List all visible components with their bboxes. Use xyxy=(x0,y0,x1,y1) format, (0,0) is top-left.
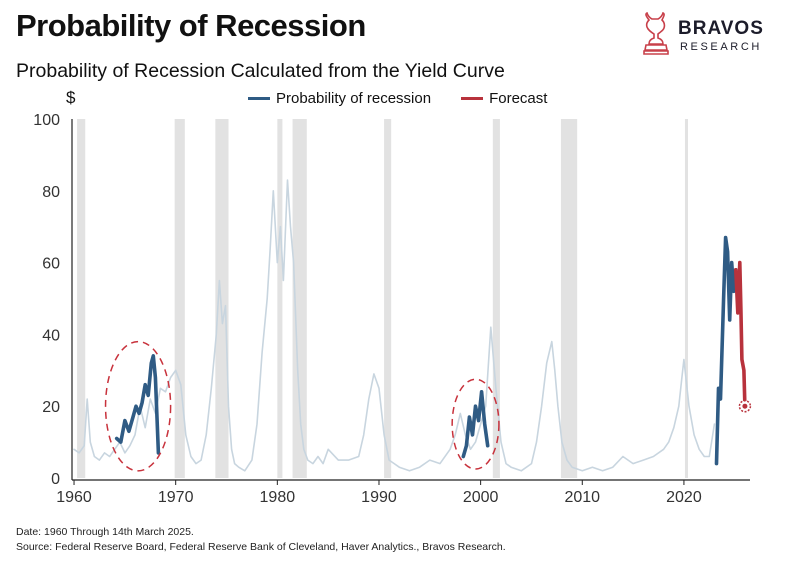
legend-item-forecast: Forecast xyxy=(461,90,547,107)
recession-band xyxy=(277,119,283,478)
x-tick-label: 2000 xyxy=(463,489,499,506)
logo-tagline: RESEARCH xyxy=(680,41,762,53)
recession-band xyxy=(174,119,185,478)
y-axis-unit: $ xyxy=(66,88,76,107)
legend-label-probability: Probability of recession xyxy=(276,90,432,107)
x-tick-label: 2010 xyxy=(564,489,600,506)
highlight-ellipse xyxy=(451,378,500,470)
y-tick-label: 20 xyxy=(42,399,60,416)
x-tick-label: 1990 xyxy=(361,489,397,506)
x-tick-label: 1970 xyxy=(158,489,194,506)
date-note: Date: 1960 Through 14th March 2025. xyxy=(16,526,194,538)
recession-probability-chart: 0 20 40 60 80 100 1960 1970 1980 1990 2000 2010 2020 xyxy=(33,112,752,506)
highlight-ellipse xyxy=(104,340,172,472)
recession-band xyxy=(384,119,392,478)
y-tick-label: 40 xyxy=(42,327,60,344)
bull-knight-icon xyxy=(643,12,669,55)
highlight-line xyxy=(714,235,738,466)
y-tick-label: 60 xyxy=(42,256,60,273)
highlight-line xyxy=(461,389,490,459)
page-title: Probability of Recession xyxy=(16,8,366,43)
x-tick-label: 1980 xyxy=(260,489,296,506)
recession-band xyxy=(292,119,307,478)
recession-band xyxy=(560,119,578,478)
recession-band xyxy=(215,119,229,478)
chart-legend: Probability of recession Forecast xyxy=(248,90,577,107)
source-note: Source: Federal Reserve Board, Federal R… xyxy=(16,541,506,553)
y-tick-label: 100 xyxy=(33,112,60,129)
chart-subtitle: Probability of Recession Calculated from… xyxy=(16,60,505,82)
forecast-end-dot xyxy=(742,403,748,409)
recession-band xyxy=(684,119,688,478)
y-tick-label: 80 xyxy=(42,184,60,201)
x-tick-label: 2020 xyxy=(666,489,702,506)
x-tick-label: 1960 xyxy=(56,489,92,506)
recession-band xyxy=(77,119,86,478)
brand-logo: BRAVOS RESEARCH xyxy=(640,12,780,60)
chart-footer: Date: 1960 Through 14th March 2025. Sour… xyxy=(16,525,506,555)
forecast-line xyxy=(733,260,747,409)
logo-name: BRAVOS xyxy=(678,18,764,39)
legend-swatch-probability xyxy=(248,97,270,100)
y-tick-label: 0 xyxy=(51,471,60,488)
legend-label-forecast: Forecast xyxy=(489,90,548,107)
recession-band xyxy=(492,119,500,478)
legend-item-probability: Probability of recession xyxy=(248,90,431,107)
history-line xyxy=(73,179,716,472)
legend-swatch-forecast xyxy=(461,97,484,100)
highlight-line xyxy=(114,354,161,455)
